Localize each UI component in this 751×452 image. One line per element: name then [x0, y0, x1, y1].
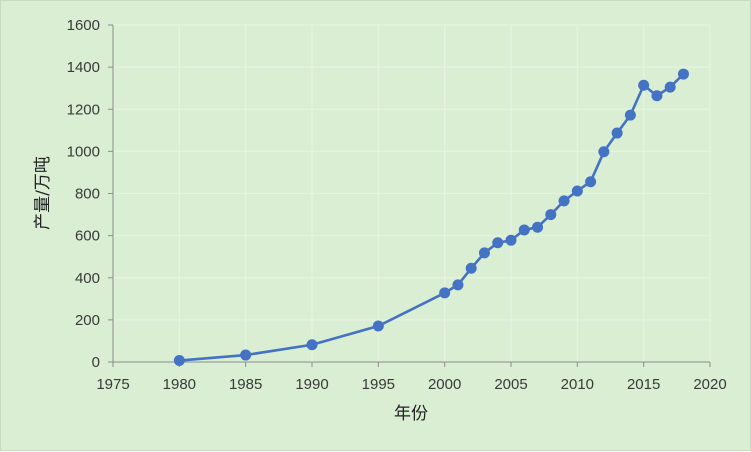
- x-axis-title: 年份: [394, 404, 428, 424]
- x-tick-label: 2020: [693, 376, 726, 393]
- data-point: [240, 349, 252, 361]
- data-point: [465, 262, 477, 274]
- data-point: [558, 195, 570, 207]
- y-tick-label: 200: [75, 312, 100, 329]
- data-point: [173, 355, 185, 367]
- data-point: [664, 81, 676, 93]
- x-tick-label: 1980: [163, 376, 196, 393]
- series-line: [179, 73, 685, 362]
- x-tick-label: 2015: [627, 376, 660, 393]
- x-tick-label: 2005: [494, 376, 527, 393]
- y-tick-label: 1200: [67, 101, 100, 118]
- x-tick-label: 2000: [428, 376, 461, 393]
- y-axis-title: 产量/万吨: [33, 156, 53, 230]
- data-point: [452, 279, 464, 291]
- grid-lines: [113, 24, 711, 362]
- data-point: [638, 79, 650, 91]
- y-tick-label: 1400: [67, 59, 100, 76]
- data-point: [651, 90, 663, 102]
- data-point: [518, 224, 530, 236]
- y-tick-label: 400: [75, 270, 100, 287]
- x-tick-label: 2010: [561, 376, 594, 393]
- data-point: [532, 221, 544, 233]
- data-point: [624, 109, 636, 121]
- data-point: [611, 127, 623, 139]
- data-point: [598, 146, 610, 158]
- data-point: [571, 185, 583, 197]
- x-tick-label: 1985: [229, 376, 262, 393]
- y-tick-label: 0: [92, 354, 100, 371]
- data-point: [306, 339, 318, 351]
- data-point: [585, 176, 597, 188]
- y-axis-ticks: 0 200 400 600 800 1000 1200 1400 1600: [67, 17, 113, 371]
- data-point: [372, 320, 384, 332]
- data-point: [478, 247, 490, 259]
- x-tick-label: 1995: [362, 376, 395, 393]
- data-point: [492, 237, 504, 249]
- x-tick-label: 1975: [96, 376, 129, 393]
- x-tick-label: 1990: [295, 376, 328, 393]
- x-axis-ticks: 1975 1980 1985 1990 1995 2000 2005 2010 2015 2020: [96, 362, 727, 393]
- y-tick-label: 800: [75, 186, 100, 203]
- series-group: [173, 68, 689, 367]
- data-point: [439, 287, 451, 299]
- data-point: [677, 68, 689, 80]
- data-point: [505, 234, 517, 246]
- y-tick-label: 600: [75, 228, 100, 245]
- y-tick-label: 1000: [67, 143, 100, 160]
- data-point: [545, 209, 557, 221]
- y-tick-label: 1600: [67, 17, 100, 34]
